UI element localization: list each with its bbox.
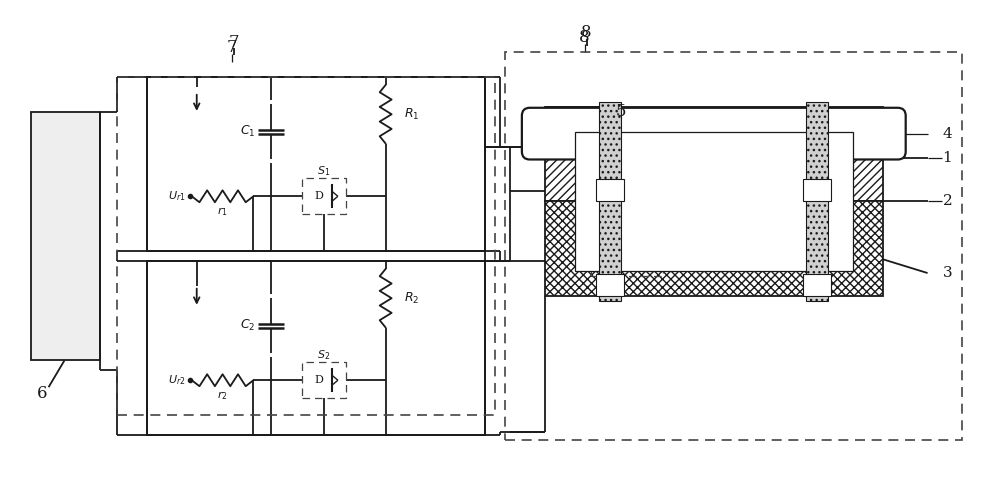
Text: $C_1$: $C_1$ xyxy=(240,124,255,139)
Text: $R_1$: $R_1$ xyxy=(404,107,419,122)
Text: 8: 8 xyxy=(581,24,592,41)
Text: 6: 6 xyxy=(37,384,48,402)
Bar xyxy=(803,274,831,296)
Text: D: D xyxy=(315,375,323,385)
Bar xyxy=(147,77,485,251)
Text: $S_2$: $S_2$ xyxy=(317,349,331,362)
Text: D: D xyxy=(315,191,323,201)
Bar xyxy=(302,178,346,214)
Bar xyxy=(575,132,853,271)
Text: $S_1$: $S_1$ xyxy=(317,164,331,178)
Text: 7: 7 xyxy=(226,39,237,55)
Text: 7: 7 xyxy=(228,34,239,51)
Bar xyxy=(147,261,485,435)
Bar xyxy=(599,102,621,300)
Text: $U_{r2}$: $U_{r2}$ xyxy=(168,373,185,387)
Text: $C_2$: $C_2$ xyxy=(240,318,255,333)
Text: $r_2$: $r_2$ xyxy=(217,389,228,402)
Bar xyxy=(806,102,828,300)
Text: $R_2$: $R_2$ xyxy=(404,291,419,306)
Text: 3: 3 xyxy=(942,266,952,280)
Bar xyxy=(591,127,663,276)
Bar xyxy=(596,274,624,296)
Bar xyxy=(505,52,962,440)
Bar xyxy=(302,362,346,398)
Bar xyxy=(596,179,624,201)
Text: $r_1$: $r_1$ xyxy=(217,205,228,218)
FancyBboxPatch shape xyxy=(522,108,906,160)
Bar xyxy=(117,77,495,415)
Text: 2: 2 xyxy=(942,194,952,208)
Text: 5: 5 xyxy=(616,103,627,120)
Text: 4: 4 xyxy=(942,127,952,140)
Bar xyxy=(31,112,100,360)
Text: $U_{r1}$: $U_{r1}$ xyxy=(168,190,185,203)
Text: 8: 8 xyxy=(579,28,590,46)
Text: 1: 1 xyxy=(942,151,952,165)
Bar xyxy=(803,179,831,201)
Bar xyxy=(545,107,883,201)
Bar xyxy=(545,201,883,296)
